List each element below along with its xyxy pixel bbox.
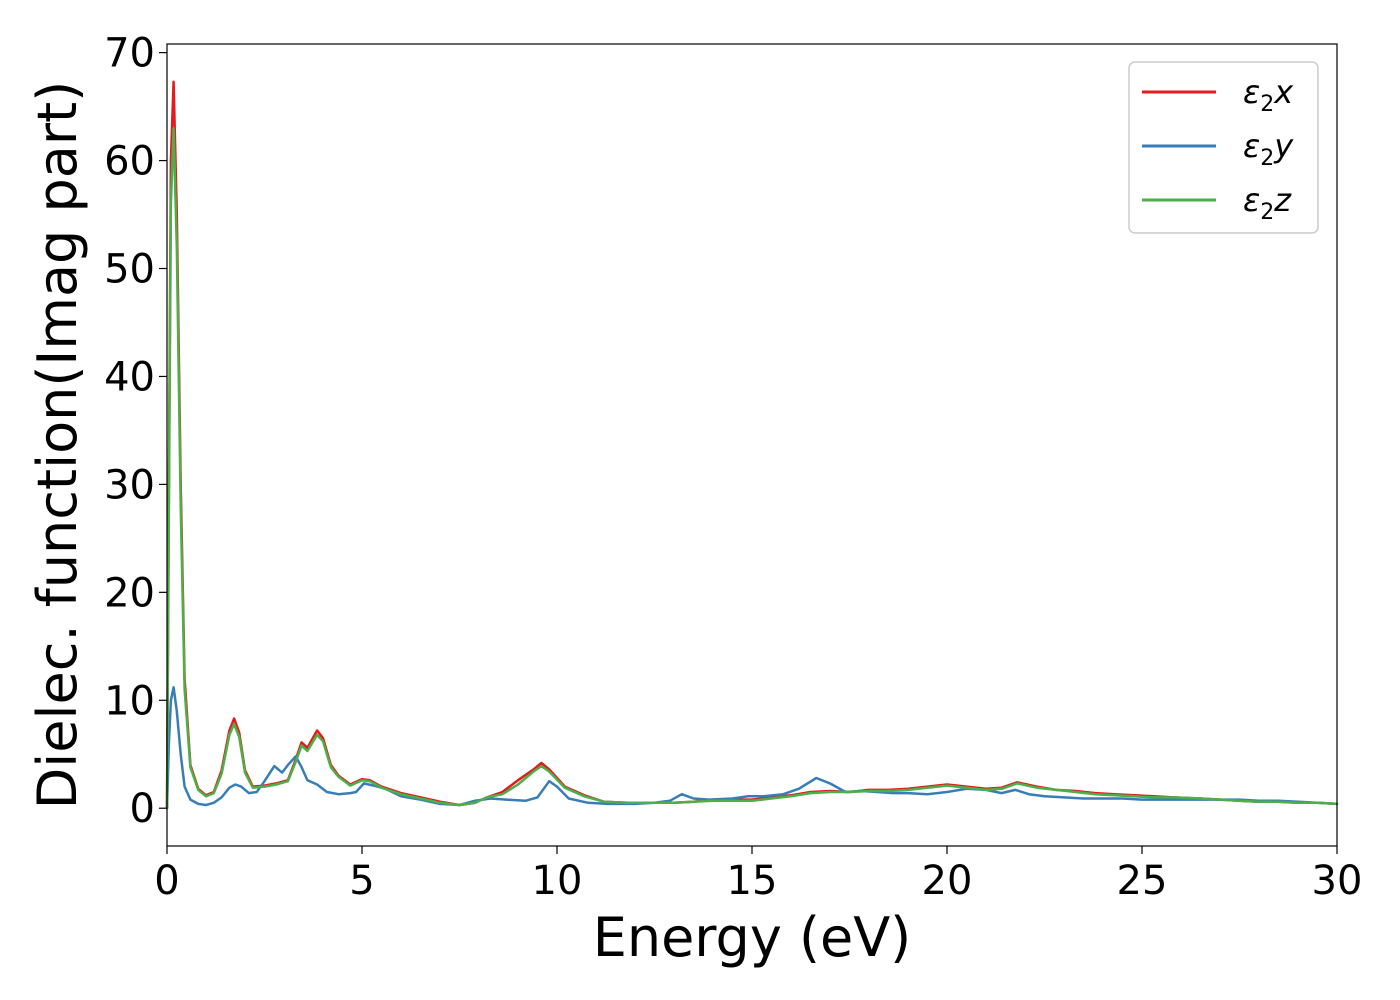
x-tick-label: 25 — [1117, 858, 1168, 904]
y-tick-label: 0 — [130, 786, 155, 832]
y-tick-label: 20 — [104, 570, 155, 616]
legend-subscript: 2 — [1260, 200, 1274, 225]
legend-label-1: ε2y — [1243, 127, 1294, 171]
y-axis: 0 10 20 30 40 50 60 70 — [104, 31, 167, 832]
legend-subscript: 2 — [1260, 92, 1274, 117]
y-tick-label: 10 — [104, 678, 155, 724]
legend-symbol: ε — [1243, 181, 1260, 219]
legend-label-0: ε2x — [1243, 73, 1294, 117]
series-layer — [165, 80, 1339, 810]
x-tick-label: 30 — [1312, 858, 1363, 904]
x-axis-title: Energy (eV) — [593, 906, 912, 969]
y-tick-label: 30 — [104, 462, 155, 508]
x-tick-label: 10 — [532, 858, 583, 904]
x-tick-label: 5 — [349, 858, 374, 904]
x-tick-label: 20 — [922, 858, 973, 904]
legend-subscript: 2 — [1260, 146, 1274, 171]
x-tick-label: 15 — [727, 858, 778, 904]
y-tick-label: 60 — [104, 139, 155, 185]
legend-variable: y — [1273, 127, 1294, 165]
legend-symbol: ε — [1243, 127, 1260, 165]
legend-variable: z — [1273, 181, 1292, 219]
legend-label-2: ε2z — [1243, 181, 1292, 225]
y-tick-label: 70 — [104, 31, 155, 77]
series-line-2 — [165, 126, 1339, 810]
y-tick-label: 40 — [104, 354, 155, 400]
x-tick-label: 0 — [154, 858, 179, 904]
legend-symbol: ε — [1243, 73, 1260, 111]
series-line-1 — [165, 686, 1339, 810]
y-axis-title: Dielec. function(Imag part) — [26, 81, 89, 810]
y-tick-label: 50 — [104, 247, 155, 293]
legend-variable: x — [1273, 73, 1294, 111]
legend-box — [1128, 61, 1319, 234]
x-axis: 0 5 10 15 20 25 30 — [154, 846, 1362, 904]
